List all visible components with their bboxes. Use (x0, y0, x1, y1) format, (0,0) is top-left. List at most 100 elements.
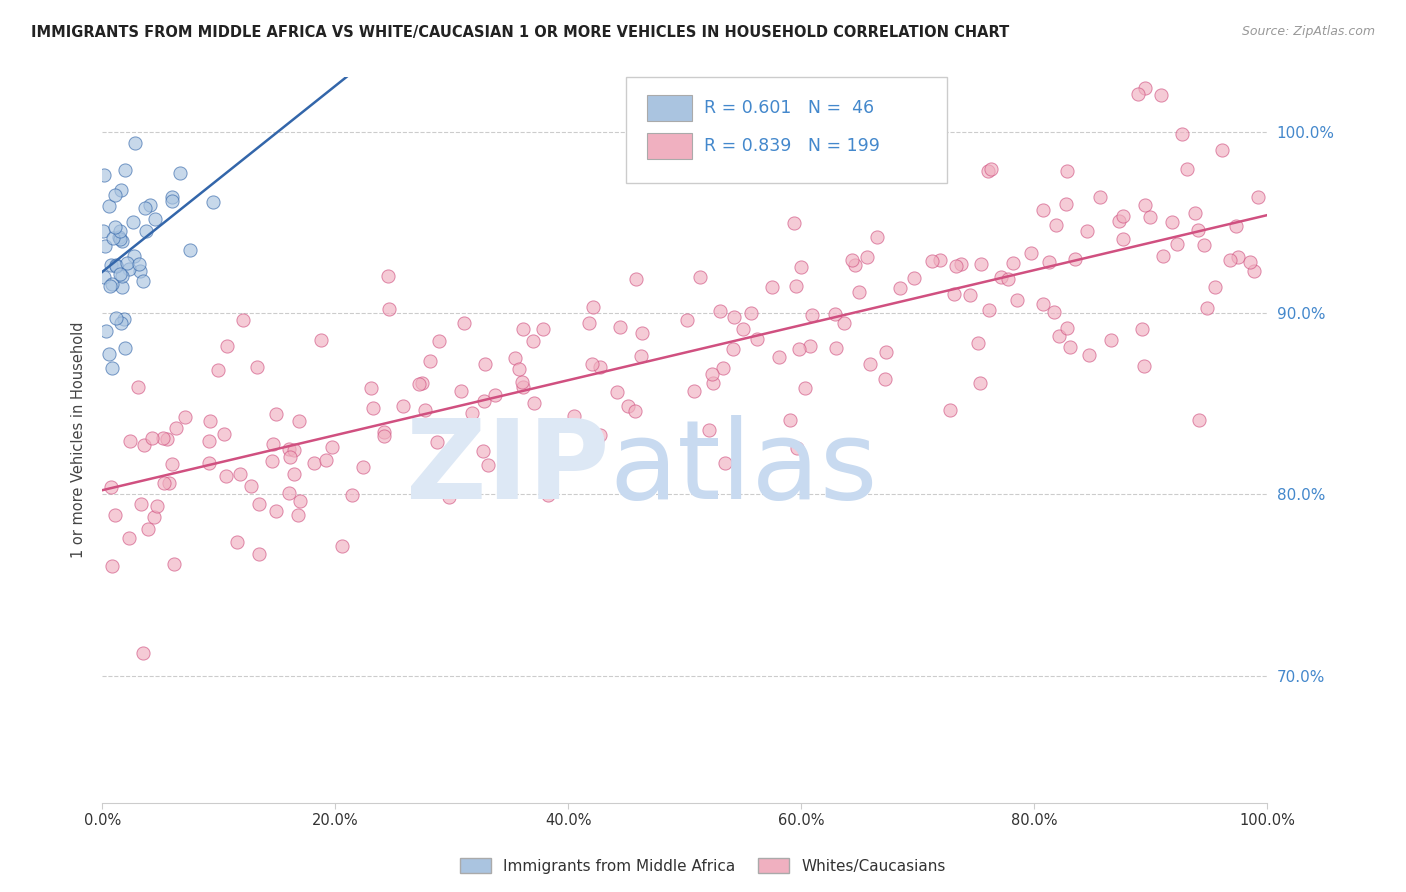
Point (714, 457, 737, 471)
Point (522, 334, 544, 348)
Point (245, 359, 267, 374)
Point (585, 433, 607, 447)
Point (111, 234, 134, 248)
Point (1076, 224, 1098, 238)
Point (1090, 189, 1112, 203)
Legend: Immigrants from Middle Africa, Whites/Caucasians: Immigrants from Middle Africa, Whites/Ca… (454, 852, 952, 880)
Point (969, 257, 991, 271)
Point (215, 339, 238, 353)
FancyBboxPatch shape (647, 95, 692, 121)
Point (977, 163, 1000, 178)
Point (949, 257, 972, 271)
Point (413, 417, 436, 432)
Point (1247, 190, 1270, 204)
Point (108, 224, 131, 238)
Point (1112, 209, 1135, 223)
Point (98, 347, 121, 361)
Point (1152, 249, 1174, 263)
Point (624, 404, 647, 418)
Point (848, 285, 870, 300)
Point (262, 437, 284, 451)
Point (378, 301, 401, 316)
Point (110, 183, 132, 197)
Point (801, 308, 824, 322)
Point (512, 380, 534, 394)
Point (104, 259, 127, 273)
Point (1239, 255, 1261, 269)
Point (605, 384, 627, 399)
Point (702, 376, 724, 391)
Point (124, 250, 146, 264)
Point (108, 230, 131, 244)
Point (131, 497, 153, 511)
Point (247, 497, 270, 511)
Point (131, 274, 153, 288)
Point (115, 256, 138, 270)
Point (1150, 87, 1173, 102)
Point (1188, 413, 1211, 427)
Point (247, 547, 270, 561)
Text: atlas: atlas (609, 416, 877, 523)
Point (588, 428, 610, 442)
Point (439, 491, 461, 505)
Point (408, 376, 430, 391)
Point (630, 326, 652, 340)
Point (799, 339, 821, 353)
Point (1005, 293, 1028, 308)
Point (160, 194, 183, 208)
Point (875, 372, 897, 386)
Point (523, 396, 546, 410)
Point (160, 189, 183, 203)
Point (332, 539, 354, 553)
Point (609, 320, 631, 334)
Point (675, 313, 697, 327)
Point (288, 493, 311, 508)
Point (373, 429, 395, 443)
Point (1194, 237, 1216, 252)
Point (212, 427, 235, 442)
Point (1219, 253, 1241, 268)
Point (288, 414, 311, 428)
Point (111, 280, 134, 294)
Point (141, 431, 163, 445)
Point (352, 459, 374, 474)
Point (93, 239, 115, 253)
Point (537, 488, 560, 502)
Point (302, 456, 325, 470)
Point (889, 281, 911, 295)
Point (1211, 143, 1233, 157)
Point (419, 353, 441, 368)
Point (943, 287, 966, 301)
Point (723, 310, 745, 325)
Point (278, 450, 301, 464)
Text: R = 0.601   N =  46: R = 0.601 N = 46 (704, 99, 875, 117)
Point (100, 480, 122, 494)
Point (1064, 252, 1087, 266)
Point (1175, 162, 1198, 177)
Point (198, 434, 221, 448)
Point (96, 324, 118, 338)
Point (616, 399, 638, 413)
Point (709, 303, 731, 318)
Point (143, 211, 166, 226)
FancyBboxPatch shape (647, 133, 692, 160)
Point (1112, 232, 1135, 246)
Point (702, 368, 724, 382)
Point (160, 458, 183, 472)
Point (321, 440, 343, 454)
Point (110, 316, 132, 330)
Point (503, 351, 526, 366)
Point (711, 361, 734, 376)
Point (277, 486, 299, 500)
Point (832, 316, 855, 330)
Point (578, 316, 600, 330)
Point (138, 522, 160, 536)
Point (309, 333, 332, 347)
Text: ZIP: ZIP (405, 416, 609, 523)
Point (104, 188, 127, 202)
Point (108, 232, 131, 246)
Point (581, 357, 603, 371)
Point (207, 363, 229, 377)
Point (361, 401, 384, 415)
Point (120, 434, 142, 448)
